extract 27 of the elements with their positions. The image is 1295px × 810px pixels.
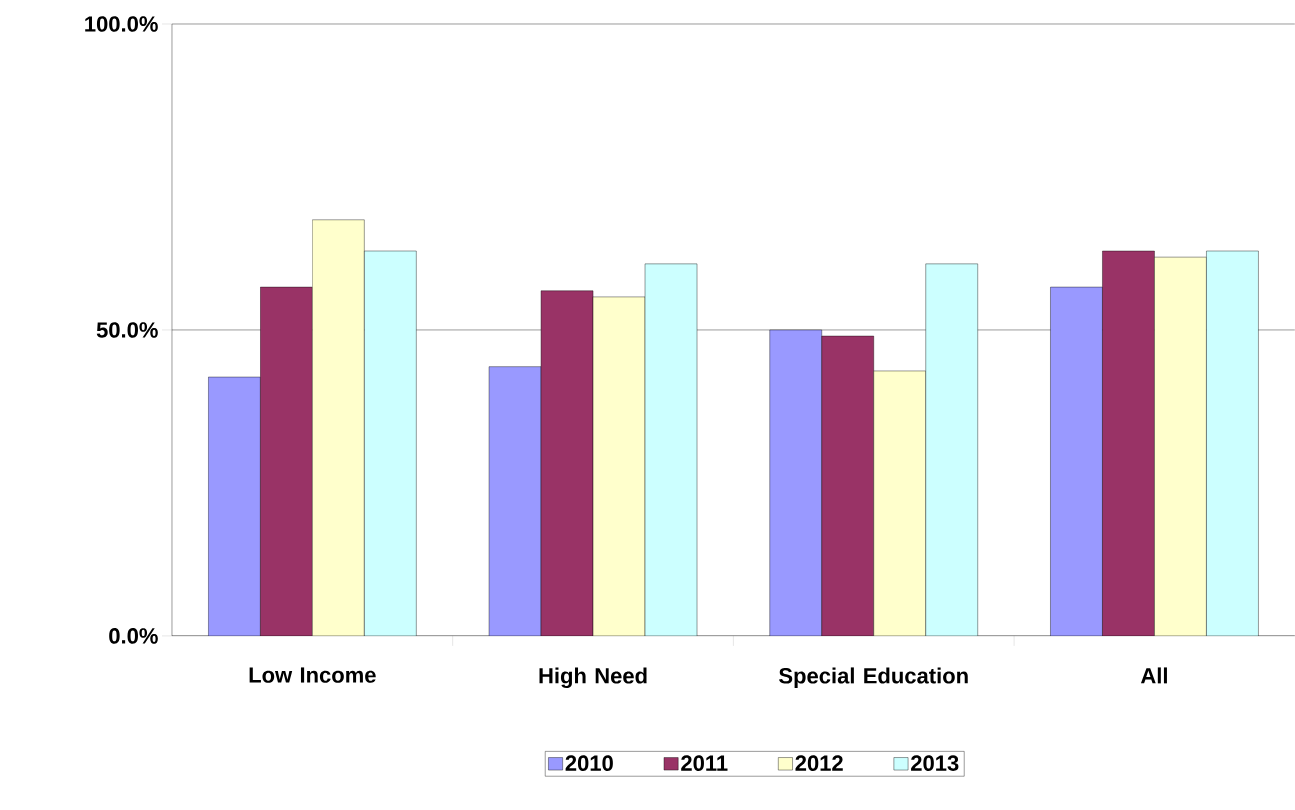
bar — [1206, 250, 1259, 636]
y-tick-label: 50.0% — [96, 322, 158, 338]
legend-label: 2010 — [565, 755, 613, 771]
x-tick-label: High Need — [539, 667, 647, 689]
bar — [541, 290, 594, 636]
bar — [260, 287, 313, 636]
bar — [925, 263, 978, 636]
bar — [1050, 286, 1103, 636]
legend-label: 2012 — [795, 755, 843, 771]
bar — [208, 377, 261, 636]
y-tick-label: 0.0% — [109, 628, 158, 644]
bar — [312, 219, 365, 636]
x-tick-label: Low Income — [249, 667, 376, 683]
bar — [645, 263, 698, 636]
x-tick-label: All — [1140, 667, 1167, 684]
bar — [873, 371, 926, 636]
bar — [821, 336, 874, 636]
bar — [489, 366, 542, 636]
bar — [1102, 250, 1155, 636]
bar — [769, 330, 822, 636]
x-tick-label: Special Education — [779, 667, 968, 688]
legend-label: 2011 — [681, 755, 728, 771]
y-tick-label: 100.0% — [85, 16, 158, 32]
bar — [364, 251, 417, 636]
bar — [593, 296, 646, 636]
bar — [1154, 256, 1207, 636]
legend-label: 2013 — [911, 755, 959, 772]
